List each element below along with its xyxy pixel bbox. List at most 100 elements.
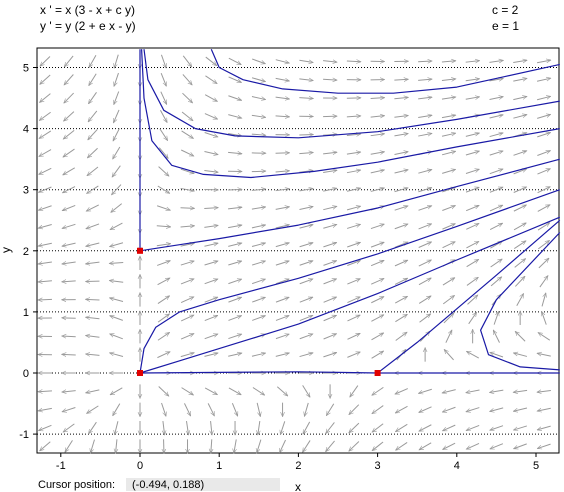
direction-arrow [299, 225, 314, 229]
direction-arrow [251, 207, 266, 209]
direction-arrow [160, 54, 166, 68]
direction-arrow [64, 111, 75, 121]
direction-arrow [513, 425, 527, 430]
direction-arrow [180, 353, 194, 358]
grid [37, 67, 559, 435]
y-tick-label: 0 [23, 368, 29, 380]
direction-arrow [394, 206, 408, 211]
direction-arrow [280, 421, 286, 434]
direction-arrow [443, 442, 456, 450]
direction-arrow [228, 261, 241, 266]
direction-arrow [465, 79, 480, 81]
direction-arrow [64, 92, 74, 103]
direction-arrow [442, 169, 455, 174]
direction-arrow [418, 170, 432, 174]
direction-arrow [204, 208, 218, 209]
direction-arrow [275, 316, 289, 321]
x-tick-label: 4 [454, 460, 460, 472]
cursor-position-label: Cursor position: [38, 479, 116, 491]
direction-arrow [418, 133, 432, 137]
equilibrium-points[interactable] [137, 247, 381, 376]
direction-arrow [537, 443, 551, 448]
direction-arrow [323, 170, 337, 172]
direction-arrow [180, 149, 194, 157]
trajectory [377, 219, 561, 374]
direction-arrow [157, 314, 169, 323]
direction-arrow [513, 169, 527, 175]
direction-arrow [38, 408, 52, 410]
equilibrium-point[interactable] [137, 247, 143, 254]
direction-arrow [275, 77, 290, 81]
direction-arrow [62, 186, 76, 194]
direction-arrow [418, 206, 432, 211]
direction-arrow [466, 442, 480, 450]
direction-arrow [86, 317, 100, 318]
direction-arrow [204, 94, 217, 102]
y-axis-label: y [0, 247, 13, 253]
direction-arrow [275, 207, 290, 210]
y-tick-label: 1 [23, 307, 29, 319]
direction-arrow [62, 391, 76, 393]
direction-arrow [347, 261, 360, 266]
direction-arrow [299, 279, 313, 285]
direction-arrow [323, 134, 337, 135]
direction-arrow [109, 263, 124, 264]
direction-arrow [493, 311, 499, 325]
direction-arrow [302, 385, 311, 397]
direction-arrow [112, 128, 120, 141]
direction-arrow [490, 259, 503, 268]
direction-arrow [513, 186, 527, 193]
direction-arrow [346, 188, 361, 192]
equilibrium-point[interactable] [374, 370, 381, 376]
direction-arrow [64, 55, 74, 67]
direction-arrow [204, 170, 218, 172]
x-prime-equation: x ' = x (3 - x + c y) [40, 3, 135, 17]
direction-arrow [160, 91, 168, 105]
direction-arrow [109, 280, 124, 282]
direction-arrow [441, 133, 456, 137]
direction-arrow [275, 334, 289, 340]
direction-arrow [490, 425, 504, 431]
direction-arrow [489, 187, 503, 193]
equilibrium-point[interactable] [137, 370, 143, 376]
direction-arrow [323, 152, 337, 154]
direction-arrow [157, 351, 170, 359]
x-tick-label: 1 [216, 460, 222, 472]
direction-arrow [228, 152, 242, 153]
direction-arrow [419, 442, 432, 451]
direction-arrow [442, 241, 456, 249]
direction-arrow [489, 151, 503, 156]
direction-arrow [186, 420, 188, 435]
direction-arrow [64, 440, 73, 452]
direction-arrow [371, 350, 384, 359]
direction-arrow [275, 116, 290, 117]
direction-arrow [62, 242, 76, 246]
direction-arrow [204, 243, 218, 247]
direction-arrow [465, 187, 479, 193]
direction-arrow [182, 55, 192, 67]
direction-arrow [444, 349, 454, 361]
y-tick-label: 5 [23, 63, 29, 75]
direction-arrow [370, 188, 385, 192]
direction-arrow [228, 279, 241, 285]
direction-arrow [418, 241, 432, 248]
direction-arrow [275, 353, 290, 357]
direction-arrow [418, 277, 431, 286]
direction-arrow [350, 385, 359, 397]
direction-arrow [228, 334, 241, 340]
direction-arrow [110, 387, 123, 396]
direction-arrow [299, 188, 313, 190]
direction-arrow [299, 98, 313, 99]
direction-arrow [299, 297, 313, 303]
direction-arrow [204, 131, 218, 136]
direction-arrow [537, 151, 550, 156]
direction-arrow [252, 316, 265, 321]
direction-arrow [62, 223, 76, 228]
direction-arrow [63, 148, 75, 157]
direction-arrow [490, 407, 504, 412]
direction-arrow [251, 115, 266, 117]
direction-arrow [372, 386, 384, 395]
direction-arrow [370, 224, 384, 230]
direction-arrow [63, 129, 75, 139]
